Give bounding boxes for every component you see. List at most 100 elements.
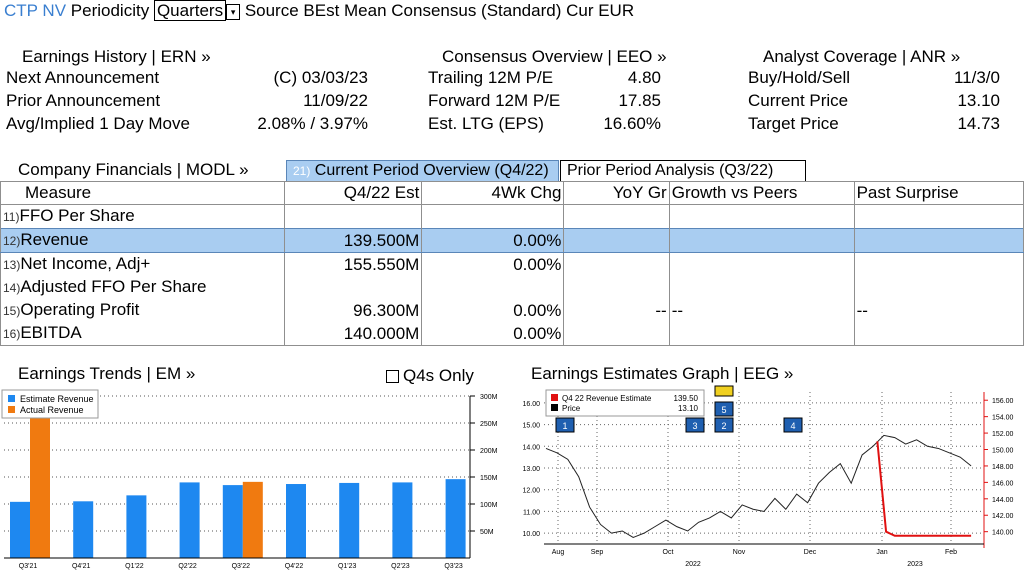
company-financials-title[interactable]: Company Financials | MODL » [18,160,249,179]
table-row[interactable]: 11)FFO Per Share [0,204,1024,229]
x-tick-label: Aug [552,549,565,556]
event-marker[interactable]: 5 [714,401,734,417]
right-tick-label: 146.00 [992,480,1014,487]
legend-swatch-estimate [8,395,15,402]
estimates-graph-title[interactable]: Earnings Estimates Graph | EEG » [531,364,794,383]
bar-estimate [445,479,466,558]
left-tick-label: 10.00 [522,531,540,538]
bar-estimate [10,501,30,558]
col-yoy[interactable]: YoY Gr [563,181,670,205]
event-marker-label: 1 [562,421,567,431]
row-number: 15) [3,304,21,318]
legend-estimate-name: Q4 22 Revenue Estimate [562,394,652,403]
peers-cell [668,276,855,299]
right-tick-label: 140.00 [992,530,1014,537]
co-label: Forward 12M P/E [428,91,561,110]
col-est[interactable]: Q4/22 Est [283,181,423,205]
x-tick-label: Q1'22 [125,563,144,570]
consensus-overview-panel: Trailing 12M P/E 4.80 Forward 12M P/E 17.8… [428,68,661,137]
y-tick-label: 150M [480,475,498,482]
surprise-cell [853,228,1024,253]
event-marker[interactable]: 2 [714,417,734,433]
event-marker[interactable]: 1 [555,417,575,433]
chevron-down-icon[interactable]: ▾ [226,3,241,20]
peers-cell [668,228,855,253]
right-tick-label: 142.00 [992,513,1014,520]
x-tick-label: Oct [663,549,674,556]
tab-current-period[interactable]: 21) Current Period Overview (Q4/22) [286,160,559,182]
earnings-trends-title[interactable]: Earnings Trends | EM » [18,364,196,383]
yoy-cell: -- [563,299,670,322]
source-text: Source BEst Mean Consensus (Standard) Cu… [244,1,635,20]
surprise-cell [853,204,1024,229]
co-label: Trailing 12M P/E [428,68,554,87]
bar-estimate [392,482,413,558]
left-tick-label: 16.00 [522,401,540,408]
row-number: 13) [3,258,21,272]
eh-value: 11/09/22 [303,91,368,110]
year-label: 2022 [685,561,701,568]
financials-table: Measure Q4/22 Est 4Wk Chg YoY Gr Growth … [0,181,1024,346]
col-peers[interactable]: Growth vs Peers [668,181,855,205]
table-row[interactable]: 14)Adjusted FFO Per Share [0,276,1024,299]
measure-cell: FFO Per Share [19,206,135,225]
event-marker[interactable]: 3 [685,417,705,433]
yoy-cell [563,204,670,229]
event-marker-label: 2 [721,421,726,431]
checkbox-icon[interactable] [386,370,399,384]
est-cell: 96.300M [283,299,423,322]
tab-prior-period[interactable]: Prior Period Analysis (Q3/22) [560,160,806,182]
bar-estimate [286,484,306,558]
legend-swatch-actual [8,406,15,413]
row-number: 11) [3,210,20,224]
x-tick-label: Q4'21 [72,563,91,570]
eh-label: Next Announcement [6,68,160,87]
ac-value: 11/3/0 [953,68,1000,87]
table-row[interactable]: 16)EBITDA 140.000M 0.00% [0,322,1024,346]
event-marker-label: 4 [790,421,795,431]
peers-cell [668,204,855,229]
q4s-only-checkbox[interactable]: Q4s Only [386,366,474,386]
consensus-overview-title[interactable]: Consensus Overview | EEO » [442,47,667,66]
eh-value: 2.08% / 3.97% [257,114,368,133]
est-cell [283,204,423,229]
peers-cell [668,252,855,276]
col-surprise[interactable]: Past Surprise [853,181,1024,205]
periodicity-select[interactable]: Quarters [153,0,227,21]
legend-estimate-value: 139.50 [674,394,699,403]
x-tick-label: Q3'21 [19,563,38,570]
legend-swatch-price [551,404,558,411]
chg-cell: 0.00% [421,228,565,253]
chg-cell: 0.00% [421,322,565,346]
earnings-estimates-chart: 10.00 11.00 12.00 13.00 14.00 15.00 16.00 140.0… [522,385,1014,568]
co-value: 17.85 [618,91,661,110]
y-tick-label: 300M [480,394,498,401]
earnings-history-title[interactable]: Earnings History | ERN » [22,47,211,66]
x-tick-label: Q2'22 [178,563,197,570]
x-tick-label: Q1'23 [338,563,357,570]
bar-estimate [179,482,200,558]
right-tick-label: 150.00 [992,448,1014,455]
analyst-coverage-title[interactable]: Analyst Coverage | ANR » [763,47,961,66]
ticker-label[interactable]: CTP NV [4,1,67,20]
measure-cell: EBITDA [20,323,82,342]
eh-label: Prior Announcement [6,91,161,110]
event-marker-top[interactable] [714,385,734,397]
col-measure[interactable]: Measure [0,181,285,205]
ac-value: 13.10 [957,91,1000,110]
col-chg[interactable]: 4Wk Chg [421,181,565,205]
table-row[interactable]: 12)Revenue 139.500M 0.00% [0,228,1024,253]
price-line [545,434,972,539]
co-value: 16.60% [603,114,661,133]
checkbox-label: Q4s Only [403,366,474,385]
bar-estimate [126,495,147,558]
x-tick-label: Q3'22 [232,563,251,570]
y-tick-label: 250M [480,421,498,428]
table-row[interactable]: 13)Net Income, Adj+ 155.550M 0.00% [0,252,1024,276]
legend-price-value: 13.10 [678,404,699,413]
table-row[interactable]: 15)Operating Profit 96.300M 0.00% -- -- … [0,299,1024,322]
x-tick-label: Feb [945,549,957,556]
measure-cell: Adjusted FFO Per Share [20,277,207,296]
est-cell: 155.550M [283,252,423,276]
event-marker[interactable]: 4 [783,417,803,433]
